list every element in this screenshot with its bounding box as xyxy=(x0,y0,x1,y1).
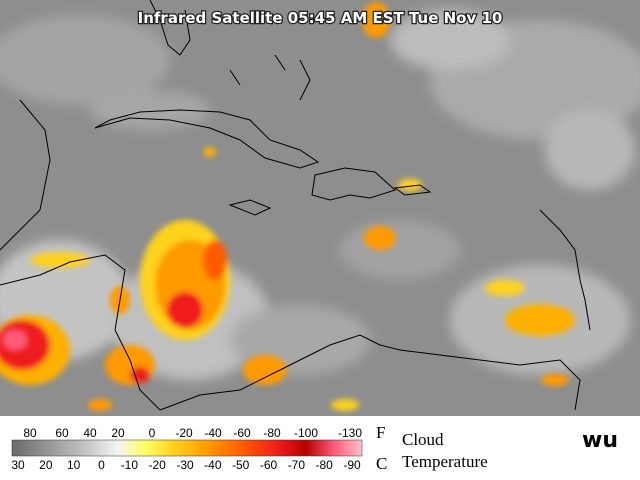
fahrenheit-label: 20 xyxy=(111,426,125,440)
storms xyxy=(0,2,575,411)
celsius-label: 30 xyxy=(11,458,25,472)
clouds xyxy=(0,10,640,380)
map xyxy=(0,0,640,416)
color-scale xyxy=(11,439,363,457)
celsius-label: -30 xyxy=(176,458,194,472)
celsius-label: -10 xyxy=(121,458,139,472)
fahrenheit-label: 40 xyxy=(83,426,97,440)
legend: 80 60 40 20 0 -20 -40 -60 -80 -100 -130 30 20 10 0 -10… xyxy=(11,423,487,473)
fahrenheit-label: -80 xyxy=(263,426,281,440)
fahrenheit-label: 80 xyxy=(23,426,37,440)
celsius-label: -20 xyxy=(148,458,166,472)
fahrenheit-label: -100 xyxy=(294,426,318,440)
celsius-label: -40 xyxy=(204,458,222,472)
fahrenheit-label: -60 xyxy=(233,426,251,440)
celsius-label: 20 xyxy=(39,458,53,472)
fahrenheit-label: -40 xyxy=(204,426,222,440)
celsius-label: -70 xyxy=(288,458,306,472)
celsius-label: -60 xyxy=(260,458,278,472)
fahrenheit-unit: F xyxy=(376,423,385,442)
coastlines xyxy=(0,0,591,411)
fahrenheit-label: 60 xyxy=(55,426,69,440)
celsius-label: -90 xyxy=(343,458,361,472)
legend-title: Cloud xyxy=(402,430,444,449)
celsius-label: 10 xyxy=(67,458,81,472)
fahrenheit-label: 0 xyxy=(149,426,156,440)
fahrenheit-label: -130 xyxy=(338,426,362,440)
celsius-label: -50 xyxy=(232,458,250,472)
legend-title: Temperature xyxy=(402,452,488,471)
fahrenheit-label: -20 xyxy=(175,426,193,440)
celsius-label: 0 xyxy=(98,458,105,472)
image-title: Infrared Satellite 05:45 AM EST Tue Nov … xyxy=(138,9,503,27)
celsius-unit: C xyxy=(376,454,387,473)
logo: wu xyxy=(582,428,618,453)
celsius-label: -80 xyxy=(315,458,333,472)
